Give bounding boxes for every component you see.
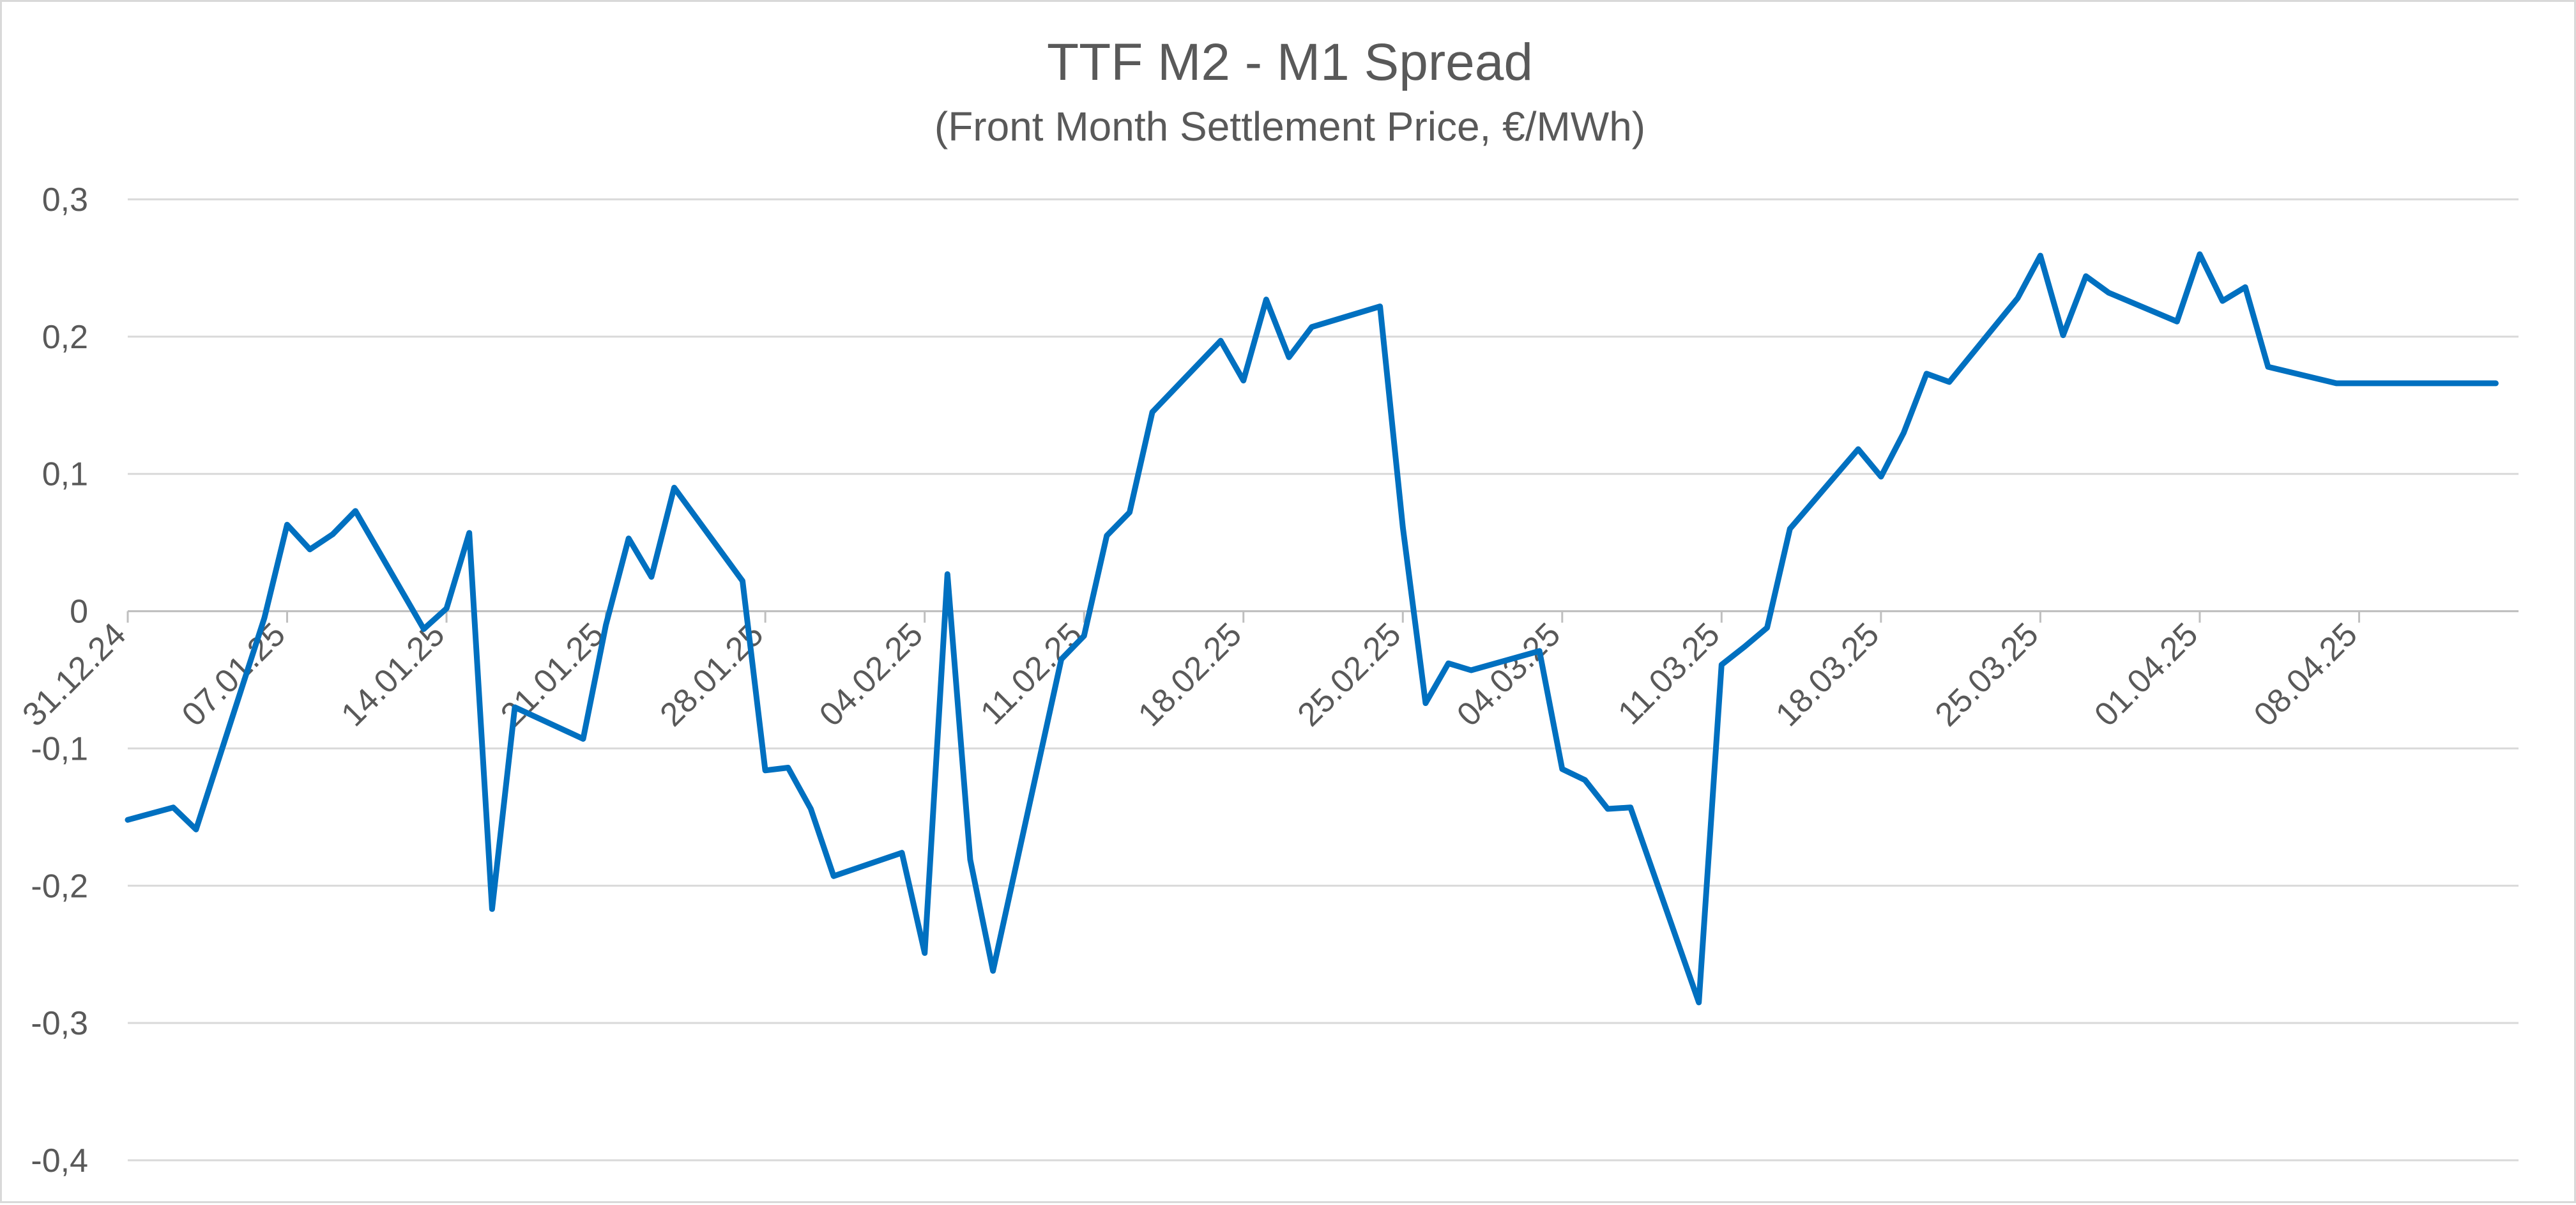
chart-subtitle: (Front Month Settlement Price, €/MWh) xyxy=(934,104,1646,150)
y-tick-label: -0,1 xyxy=(31,730,88,767)
x-tick-label: 08.04.25 xyxy=(2247,616,2365,733)
x-tick-label: 25.03.25 xyxy=(1928,616,2046,733)
x-tick-label: 04.02.25 xyxy=(812,616,930,733)
y-tick-label: -0,2 xyxy=(31,868,88,905)
x-tick-label: 11.02.25 xyxy=(973,616,1089,732)
chart-title: TTF M2 - M1 Spread xyxy=(1047,33,1533,91)
x-tick-label: 31.12.24 xyxy=(15,616,133,733)
x-tick-label: 18.02.25 xyxy=(1131,616,1249,733)
x-tick-label: 18.03.25 xyxy=(1769,616,1886,733)
y-tick-label: 0,1 xyxy=(42,456,88,493)
y-tick-label: 0,2 xyxy=(42,319,88,356)
y-tick-label: 0,3 xyxy=(42,181,88,219)
y-tick-label: -0,4 xyxy=(31,1142,88,1179)
x-tick-label: 01.04.25 xyxy=(2087,616,2205,733)
series-line xyxy=(125,251,2499,1006)
x-tick-label: 14.01.25 xyxy=(334,616,452,733)
x-tick-label: 11.03.25 xyxy=(1611,616,1726,732)
y-tick-label: -0,3 xyxy=(31,1005,88,1042)
x-tick-label: 25.02.25 xyxy=(1291,616,1408,733)
y-tick-label: 0 xyxy=(70,594,88,631)
